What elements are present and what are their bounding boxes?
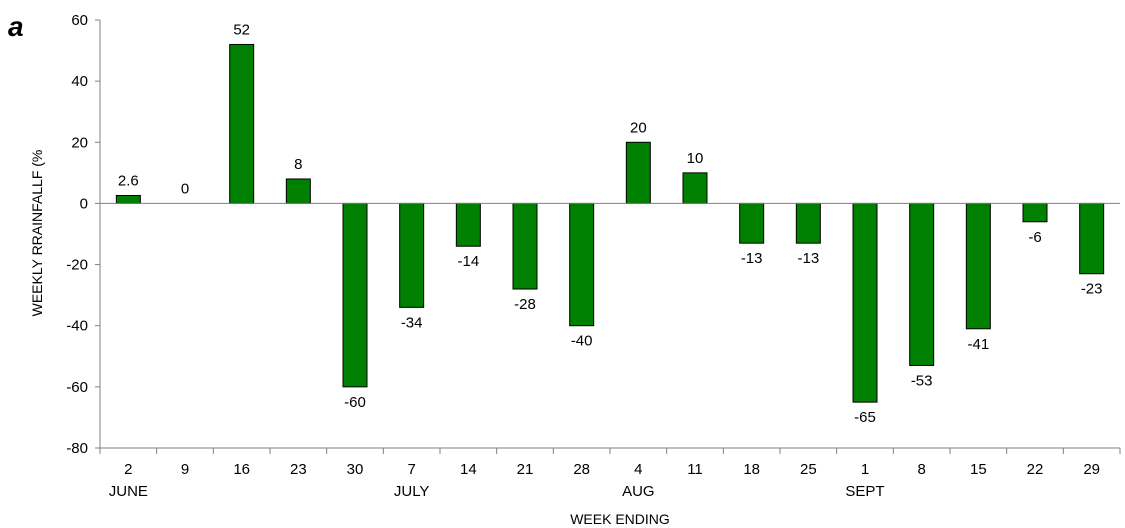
y-tick-label: 40 xyxy=(71,73,88,90)
bar xyxy=(115,194,141,204)
y-tick-label: -60 xyxy=(66,379,88,396)
bar xyxy=(909,202,935,366)
y-tick-label: -80 xyxy=(66,440,88,457)
bar xyxy=(399,202,425,308)
x-tick-label: 9 xyxy=(181,461,189,478)
data-label: 52 xyxy=(233,21,250,38)
x-tick-label: 29 xyxy=(1083,461,1100,478)
x-tick-label: 1 xyxy=(861,461,869,478)
x-tick-label: 15 xyxy=(970,461,987,478)
panel-label: a xyxy=(8,11,24,42)
x-axis-title: WEEK ENDING xyxy=(570,511,670,527)
bar xyxy=(739,202,765,244)
bar xyxy=(852,202,878,403)
x-tick-label: 8 xyxy=(917,461,925,478)
bar xyxy=(682,172,708,204)
bar xyxy=(569,202,595,327)
x-tick-label: 30 xyxy=(347,461,364,478)
x-tick-label: 7 xyxy=(407,461,415,478)
data-label: -13 xyxy=(797,250,819,267)
x-tick-label: 21 xyxy=(517,461,534,478)
x-tick-label: 22 xyxy=(1027,461,1044,478)
bar xyxy=(795,202,821,244)
bar xyxy=(512,202,538,290)
data-label: 20 xyxy=(630,119,647,136)
bar xyxy=(965,202,991,330)
data-label: -23 xyxy=(1081,281,1103,298)
data-label: -28 xyxy=(514,296,536,313)
x-tick-label: 11 xyxy=(687,461,703,478)
bar xyxy=(229,43,255,204)
y-tick-label: 0 xyxy=(80,195,88,212)
bar xyxy=(625,141,651,204)
x-tick-label: 25 xyxy=(800,461,817,478)
x-tick-label: 16 xyxy=(233,461,250,478)
bar xyxy=(455,202,481,247)
y-tick-label: -40 xyxy=(66,318,88,335)
data-label: -6 xyxy=(1028,229,1041,246)
data-label: -34 xyxy=(401,314,423,331)
data-label: 0 xyxy=(181,180,189,197)
x-tick-label: 18 xyxy=(743,461,760,478)
y-axis-title: WEEKLY RRAINFALLF (% xyxy=(29,150,45,317)
month-label: SEPT xyxy=(845,483,884,500)
data-label: -13 xyxy=(741,250,763,267)
data-label: 2.6 xyxy=(118,172,139,189)
data-label: -60 xyxy=(344,394,366,411)
data-label: -40 xyxy=(571,333,593,350)
data-label: -65 xyxy=(854,409,876,426)
x-tick-label: 28 xyxy=(573,461,590,478)
data-label: 8 xyxy=(294,156,302,173)
data-label: -14 xyxy=(457,253,479,270)
bar xyxy=(1022,202,1048,223)
bars xyxy=(115,43,1105,403)
data-label: 10 xyxy=(687,150,704,167)
month-label: JUNE xyxy=(109,483,148,500)
y-tick-label: -20 xyxy=(66,257,88,274)
data-label: -41 xyxy=(967,336,989,353)
bar xyxy=(1079,202,1105,275)
x-tick-label: 2 xyxy=(124,461,132,478)
y-tick-label: 20 xyxy=(71,134,88,151)
month-label: JULY xyxy=(394,483,430,500)
y-axis: -80 -60 -40 -20 0 20 40 60 xyxy=(66,12,101,457)
bar xyxy=(285,178,311,204)
bar xyxy=(342,202,368,388)
x-tick-label: 23 xyxy=(290,461,307,478)
y-tick-label: 60 xyxy=(71,12,88,29)
x-tick-label: 14 xyxy=(460,461,477,478)
data-label: -53 xyxy=(911,372,933,389)
x-tick-label: 4 xyxy=(634,461,642,478)
data-labels: 2.6 0 52 8 -60 -34 -14 -28 -40 20 10 -13 -13 -65 -53 -4… xyxy=(118,21,1103,426)
month-label: AUG xyxy=(622,483,655,500)
